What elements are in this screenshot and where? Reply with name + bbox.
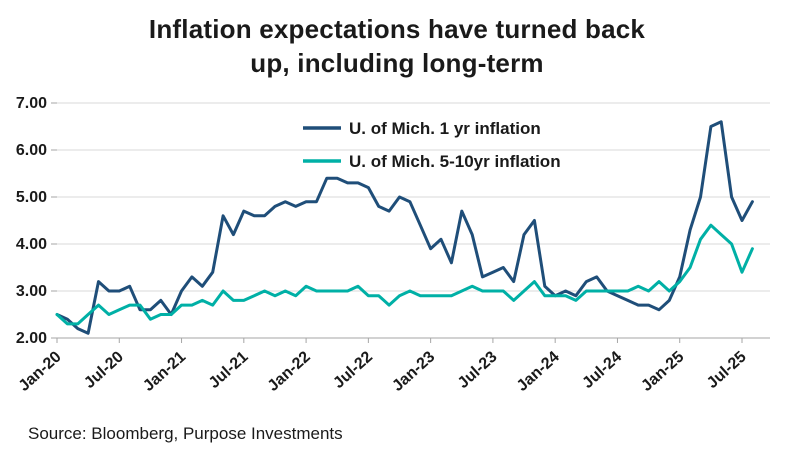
x-tick-label: Jan-22 — [265, 348, 314, 395]
x-axis: Jan-20 Jul-20 Jan-21 Jul-21 Jan-22 Jul-22 Jan-… — [16, 337, 770, 395]
x-tick-label: Jan-24 — [514, 348, 563, 395]
source-note: Source: Bloomberg, Purpose Investments — [28, 424, 343, 443]
x-tick-label: Jan-20 — [16, 348, 65, 395]
x-tick-label: Jul-22 — [330, 348, 376, 392]
x-tick-label: Jan-21 — [140, 348, 189, 395]
x-tick-label: Jul-21 — [206, 348, 252, 392]
chart-title: Inflation expectations have turned back … — [0, 12, 794, 80]
chart-title-line1: Inflation expectations have turned back — [148, 14, 646, 44]
x-tick-label: Jul-25 — [704, 348, 750, 392]
x-tick-label: Jan-25 — [638, 348, 687, 395]
y-tick-label: 3.00 — [16, 283, 47, 300]
legend: U. of Mich. 1 yr inflation U. of Mich. 5-… — [303, 119, 561, 171]
series-line-1 — [55, 120, 754, 335]
x-tick-label: Jan-23 — [389, 348, 438, 395]
legend-label-2: U. of Mich. 5-10yr inflation — [349, 152, 561, 171]
y-tick-label: 2.00 — [16, 330, 47, 347]
y-tick-label: 7.00 — [16, 95, 47, 112]
x-tick-label: Jul-23 — [455, 348, 501, 392]
y-axis-labels: 2.00 3.00 4.00 5.00 6.00 7.00 — [16, 95, 47, 347]
x-tick-label: Jul-20 — [81, 348, 127, 392]
y-tick-label: 4.00 — [16, 236, 47, 253]
y-tick-label: 6.00 — [16, 142, 47, 159]
chart-title-line2: up, including long-term — [250, 48, 544, 78]
y-tick-label: 5.00 — [16, 189, 47, 206]
x-tick-label: Jul-24 — [579, 348, 625, 392]
legend-label-1: U. of Mich. 1 yr inflation — [349, 119, 541, 138]
series-line-2 — [55, 223, 754, 326]
